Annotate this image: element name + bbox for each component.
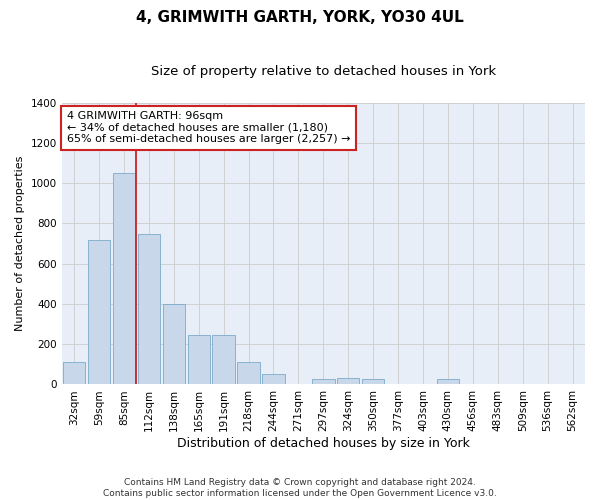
X-axis label: Distribution of detached houses by size in York: Distribution of detached houses by size … xyxy=(177,437,470,450)
Bar xyxy=(113,173,135,384)
Bar xyxy=(63,362,85,384)
Bar xyxy=(188,335,210,384)
Bar xyxy=(362,380,385,384)
Bar xyxy=(137,234,160,384)
Bar xyxy=(88,240,110,384)
Bar xyxy=(262,374,285,384)
Bar xyxy=(212,335,235,384)
Bar xyxy=(312,380,335,384)
Title: Size of property relative to detached houses in York: Size of property relative to detached ho… xyxy=(151,65,496,78)
Bar xyxy=(163,304,185,384)
Bar xyxy=(238,362,260,384)
Bar xyxy=(337,378,359,384)
Text: Contains HM Land Registry data © Crown copyright and database right 2024.
Contai: Contains HM Land Registry data © Crown c… xyxy=(103,478,497,498)
Bar xyxy=(437,380,459,384)
Y-axis label: Number of detached properties: Number of detached properties xyxy=(15,156,25,332)
Text: 4 GRIMWITH GARTH: 96sqm
← 34% of detached houses are smaller (1,180)
65% of semi: 4 GRIMWITH GARTH: 96sqm ← 34% of detache… xyxy=(67,111,350,144)
Text: 4, GRIMWITH GARTH, YORK, YO30 4UL: 4, GRIMWITH GARTH, YORK, YO30 4UL xyxy=(136,10,464,25)
